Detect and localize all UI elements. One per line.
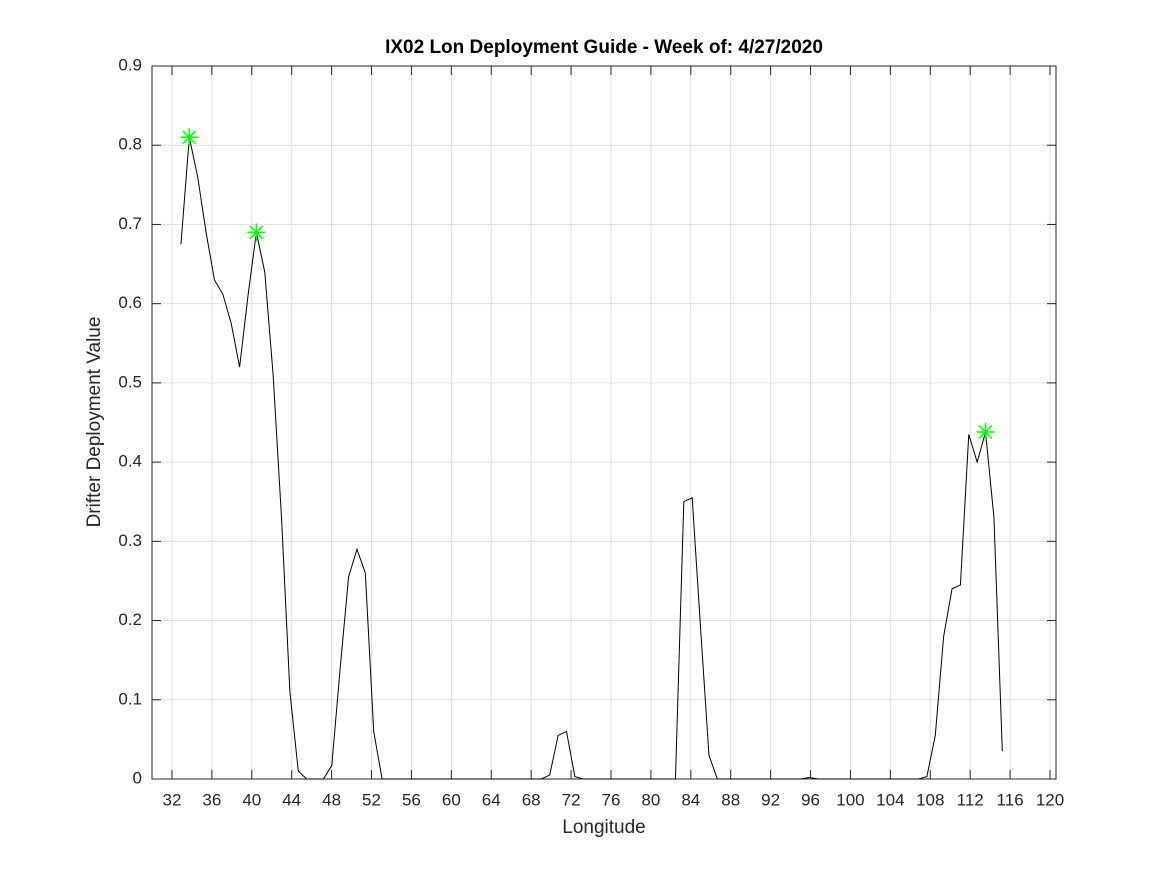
x-tick-label: 72 <box>562 790 581 809</box>
y-tick-label: 0.1 <box>118 689 142 708</box>
star-marker <box>247 223 266 242</box>
x-tick-label: 40 <box>242 790 261 809</box>
x-tick-label: 60 <box>442 790 461 809</box>
y-tick-label: 0.8 <box>118 135 142 154</box>
y-tick-label: 0.2 <box>118 610 142 629</box>
x-tick-label: 100 <box>836 790 864 809</box>
star-marker <box>180 128 199 147</box>
data-line <box>180 137 1003 780</box>
y-tick-label: 0.9 <box>118 55 142 74</box>
x-tick-label: 88 <box>721 790 740 809</box>
x-tick-label: 76 <box>602 790 621 809</box>
x-tick-label: 32 <box>162 790 181 809</box>
x-tick-label: 68 <box>522 790 541 809</box>
x-tick-label: 56 <box>402 790 421 809</box>
x-tick-label: 48 <box>322 790 341 809</box>
y-tick-label: 0.5 <box>118 372 142 391</box>
x-tick-label: 104 <box>876 790 904 809</box>
x-tick-label: 36 <box>202 790 221 809</box>
y-tick-label: 0.7 <box>118 214 142 233</box>
x-axis-label: Longitude <box>562 817 645 838</box>
x-tick-label: 64 <box>482 790 501 809</box>
chart-title: IX02 Lon Deployment Guide - Week of: 4/2… <box>385 37 823 58</box>
x-tick-label: 96 <box>801 790 820 809</box>
y-tick-label: 0.4 <box>118 452 142 471</box>
x-tick-label: 52 <box>362 790 381 809</box>
x-tick-label: 84 <box>681 790 700 809</box>
x-tick-label: 108 <box>916 790 944 809</box>
y-axis-label: Drifter Deployment Value <box>84 317 105 528</box>
y-tick-label: 0.6 <box>118 293 142 312</box>
star-marker <box>976 423 995 442</box>
x-tick-label: 116 <box>997 790 1024 809</box>
y-tick-label: 0 <box>133 768 142 787</box>
x-tick-label: 112 <box>957 790 984 809</box>
x-tick-label: 80 <box>641 790 660 809</box>
x-tick-label: 92 <box>761 790 780 809</box>
y-tick-label: 0.3 <box>118 531 142 550</box>
x-tick-label: 44 <box>282 790 301 809</box>
x-tick-label: 120 <box>1036 790 1064 809</box>
